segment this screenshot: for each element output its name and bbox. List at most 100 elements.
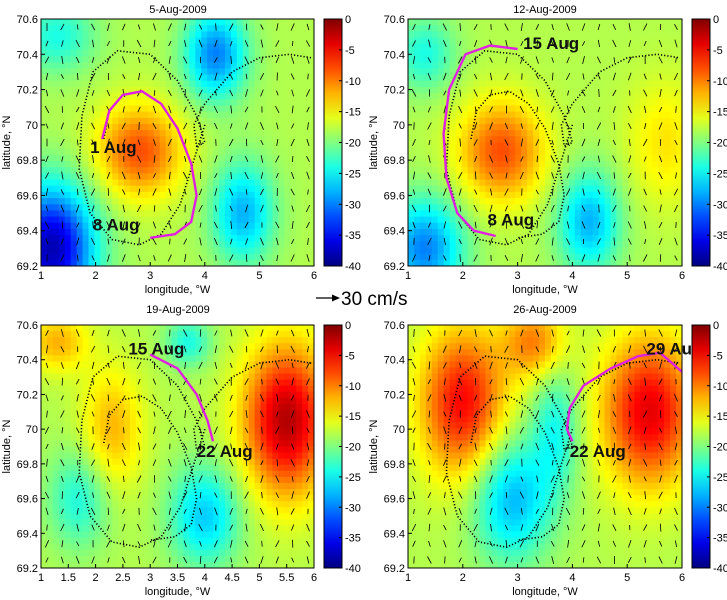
y-tick-label: 70 xyxy=(26,424,38,436)
colorbar-tick-label: -25 xyxy=(345,472,361,484)
y-tick-label: 70.4 xyxy=(384,355,405,367)
plot-frame xyxy=(40,18,315,267)
x-tick-label: 1 xyxy=(38,572,44,584)
x-tick-label: 6 xyxy=(311,572,317,584)
panel-title: 19-Aug-2009 xyxy=(146,304,210,316)
y-axis-label: latitude, °N xyxy=(1,115,13,169)
x-tick-label: 2 xyxy=(460,572,466,584)
loop-trajectory xyxy=(445,49,680,246)
x-tick-label: 6 xyxy=(679,270,685,282)
y-tick-label: 69.4 xyxy=(17,226,38,238)
heatmap-field xyxy=(41,325,314,568)
colorbar-tick-label: -15 xyxy=(345,411,361,423)
x-axis-label: longitude, °W xyxy=(145,284,211,296)
panel-title: 26-Aug-2009 xyxy=(513,304,577,316)
y-tick-label: 69.6 xyxy=(17,190,38,202)
colorbar-tick-label: -10 xyxy=(713,381,727,393)
y-tick-label: 69.8 xyxy=(17,459,38,471)
x-tick-label: 5 xyxy=(256,572,262,584)
panel-4: 29 Aug 22 Aug 1 2 3 4 5 6 69.2 69.4 69.6 69.8 70 70.2… xyxy=(368,304,727,598)
y-tick-label: 69.4 xyxy=(384,226,405,238)
x-tick-label: 4 xyxy=(569,270,575,282)
y-tick-label: 70.6 xyxy=(384,320,405,332)
date-annotation-1: 15 Aug xyxy=(128,340,184,359)
colorbar-tick-label: -20 xyxy=(713,138,727,150)
y-axis-label: latitude, °N xyxy=(368,419,380,473)
date-annotation-2: 8 Aug xyxy=(488,210,535,229)
heatmap-field xyxy=(408,325,682,568)
plot-frame xyxy=(407,324,683,569)
date-annotation-1: 15 Aug xyxy=(523,34,579,53)
panel-3: 15 Aug 22 Aug 1 1.5 2 2.5 3 3.5 4 4.5 5 5.5 6 69.2 69.… xyxy=(1,304,361,598)
colorbar-tick-label: 0 xyxy=(345,320,351,332)
colorbar-tick-label: -35 xyxy=(345,533,361,545)
colorbar-tick-label: -30 xyxy=(713,502,727,514)
y-axis-label: latitude, °N xyxy=(1,419,13,473)
y-axis-label: latitude, °N xyxy=(368,115,380,169)
colorbar-tick-label: -20 xyxy=(345,442,361,454)
scale-arrow: 30 cm/s xyxy=(316,289,408,310)
x-tick-label: 2 xyxy=(93,270,99,282)
y-tick-label: 70.6 xyxy=(17,320,38,332)
y-tick-label: 70 xyxy=(393,424,405,436)
loop-trajectory xyxy=(78,355,312,549)
colorbar: 0 -5 -10 -15 -20 -25 -30 -35 -40 xyxy=(691,320,727,575)
scale-arrow-head xyxy=(332,294,340,302)
colorbar-tick-label: -35 xyxy=(345,230,361,242)
velocity-arrows xyxy=(44,329,311,565)
velocity-arrows xyxy=(411,328,678,564)
y-tick-label: 69.8 xyxy=(17,155,38,167)
colorbar-tick-label: -25 xyxy=(713,472,727,484)
colorbar-tick-label: -5 xyxy=(713,350,723,362)
plot-frame xyxy=(407,18,683,267)
colorbar: 0 -5 -10 -15 -20 -25 -30 -35 -40 xyxy=(323,320,361,575)
x-tick-label: 3.5 xyxy=(170,572,185,584)
x-tick-label: 1 xyxy=(405,270,411,282)
y-tick-label: 70 xyxy=(26,120,38,132)
colorbar-tick-label: -15 xyxy=(345,107,361,119)
inner-trajectory xyxy=(470,90,566,239)
y-tick-label: 70.6 xyxy=(384,14,405,26)
y-tick-label: 70.4 xyxy=(384,49,405,61)
colorbar-tick-label: 0 xyxy=(345,14,351,26)
date-annotation-2: 8 Aug xyxy=(93,216,140,235)
date-annotation-1: 29 Aug xyxy=(646,340,702,359)
colorbar-tick-label: -35 xyxy=(713,533,727,545)
colorbar-tick-label: -20 xyxy=(345,138,361,150)
x-tick-label: 4 xyxy=(202,270,208,282)
x-tick-label: 1 xyxy=(38,270,44,282)
drifter-track xyxy=(101,90,198,239)
date-annotation-1: 1 Aug xyxy=(90,138,137,157)
y-tick-label: 70.2 xyxy=(384,389,405,401)
panel-2: 15 Aug 8 Aug 1 2 3 4 5 6 69.2 69.4 69.6 69.8 70 70.2 7… xyxy=(368,4,727,296)
colorbar-tick-label: -30 xyxy=(713,199,727,211)
x-tick-label: 3 xyxy=(515,572,521,584)
panel-1: 1 Aug 8 Aug 1 2 3 4 5 6 69.2 69.4 69.6 69.8 70 70.2 70… xyxy=(1,4,361,296)
drifter-track xyxy=(442,44,518,238)
x-tick-label: 3 xyxy=(515,270,521,282)
panel-title: 12-Aug-2009 xyxy=(513,4,577,16)
inner-trajectory xyxy=(470,395,566,541)
x-tick-label: 4 xyxy=(569,572,575,584)
colorbar-tick-label: -10 xyxy=(713,76,727,88)
heatmap-field xyxy=(41,19,314,266)
velocity-arrows xyxy=(411,23,679,262)
x-tick-label: 1.5 xyxy=(61,572,76,584)
colorbar-tick-label: -25 xyxy=(345,168,361,180)
colorbar-tick-label: -25 xyxy=(713,168,727,180)
y-tick-label: 69.4 xyxy=(384,528,405,540)
loop-trajectory xyxy=(445,355,680,549)
x-axis-label: longitude, °W xyxy=(512,284,578,296)
y-tick-label: 70.2 xyxy=(17,85,38,97)
drifter-track xyxy=(565,351,682,442)
y-tick-label: 70.2 xyxy=(17,389,38,401)
x-tick-label: 4.5 xyxy=(224,572,239,584)
y-tick-label: 69.4 xyxy=(17,528,38,540)
y-tick-label: 69.6 xyxy=(17,494,38,506)
y-tick-label: 69.6 xyxy=(384,494,405,506)
x-tick-label: 3 xyxy=(147,270,153,282)
x-tick-label: 4 xyxy=(202,572,208,584)
colorbar-tick-label: -10 xyxy=(345,76,361,88)
colorbar-tick-label: -15 xyxy=(713,107,727,119)
colorbar-tick-label: -5 xyxy=(713,45,723,57)
